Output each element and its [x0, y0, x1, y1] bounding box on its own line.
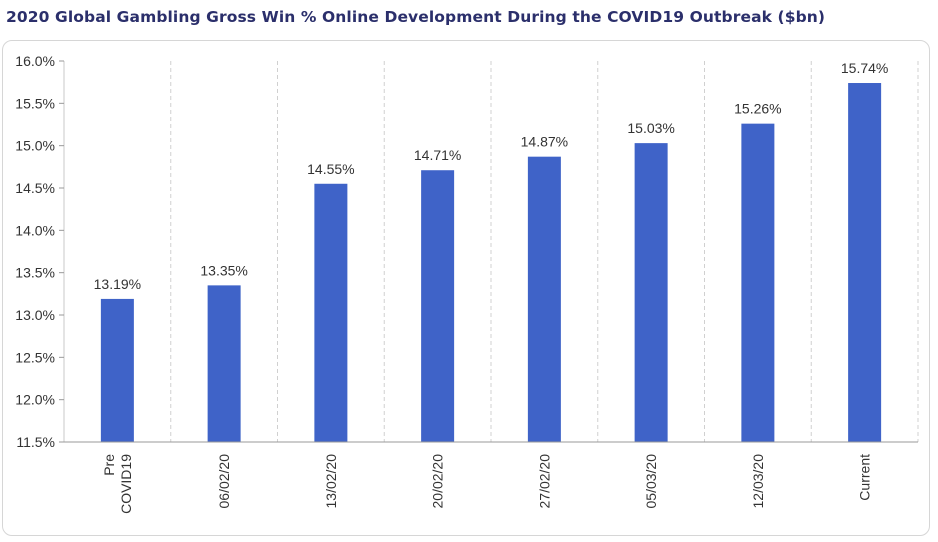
x-tick-label: 05/03/20 [643, 454, 659, 509]
data-label: 14.55% [307, 161, 354, 177]
x-tick-label-line: 20/02/20 [430, 454, 446, 509]
data-label: 13.35% [200, 262, 247, 278]
x-tick-label: Current [857, 454, 873, 501]
y-tick-label: 12.5% [15, 349, 55, 365]
bars [100, 83, 882, 443]
bar [207, 285, 241, 442]
x-tick-label-line: COVID19 [118, 454, 134, 514]
x-tick-label: 13/02/20 [323, 454, 339, 509]
x-tick-label-line: Current [857, 454, 873, 501]
chart-title: 2020 Global Gambling Gross Win % Online … [6, 8, 826, 26]
x-tick-label-line: 13/02/20 [323, 454, 339, 509]
x-tick-label: 20/02/20 [430, 454, 446, 509]
data-label: 14.87% [521, 134, 568, 150]
x-tick-label-line: 12/03/20 [750, 454, 766, 509]
y-tick-label: 15.0% [15, 138, 55, 154]
data-label: 15.03% [627, 120, 674, 136]
y-tick-label: 14.5% [15, 180, 55, 196]
data-label: 14.71% [414, 147, 461, 163]
data-label: 13.19% [94, 276, 141, 292]
bar [527, 156, 561, 442]
y-tick-label: 15.5% [15, 95, 55, 111]
x-tick-label: Pre COVID19 [101, 454, 134, 514]
x-axis-ticks: Pre COVID19 06/02/20 13/02/20 20/02/20 27/02/… [101, 454, 873, 514]
data-labels: 13.19% 13.35% 14.55% 14.71% 14.87% 15.03% 15.2… [94, 60, 889, 292]
data-label: 15.74% [841, 60, 888, 76]
chart-frame [2, 40, 930, 536]
x-tick-label-line: 27/02/20 [536, 454, 552, 509]
x-tick-label: 12/03/20 [750, 454, 766, 509]
bar [421, 170, 455, 442]
bar [314, 183, 348, 442]
gridlines [63, 61, 919, 442]
bar [848, 83, 882, 442]
y-axis-ticks: 11.5% 12.0% 12.5% 13.0% 13.5% 14.0% 14.5% 15.0%… [15, 53, 64, 450]
x-tick-label: 27/02/20 [536, 454, 552, 509]
data-label: 15.26% [734, 101, 781, 117]
x-tick-label: 06/02/20 [216, 454, 232, 509]
y-tick-label: 11.5% [16, 434, 55, 450]
y-tick-label: 13.0% [15, 307, 55, 323]
x-tick-label-line: 06/02/20 [216, 454, 232, 509]
bar [634, 143, 668, 443]
y-tick-label: 12.0% [15, 392, 55, 408]
y-tick-label: 14.0% [15, 222, 55, 238]
bar [100, 298, 134, 442]
y-tick-label: 13.5% [15, 265, 55, 281]
y-tick-label: 16.0% [15, 53, 55, 69]
x-tick-label-line: Pre [101, 454, 117, 476]
bar [741, 123, 775, 443]
x-tick-label-line: 05/03/20 [643, 454, 659, 509]
